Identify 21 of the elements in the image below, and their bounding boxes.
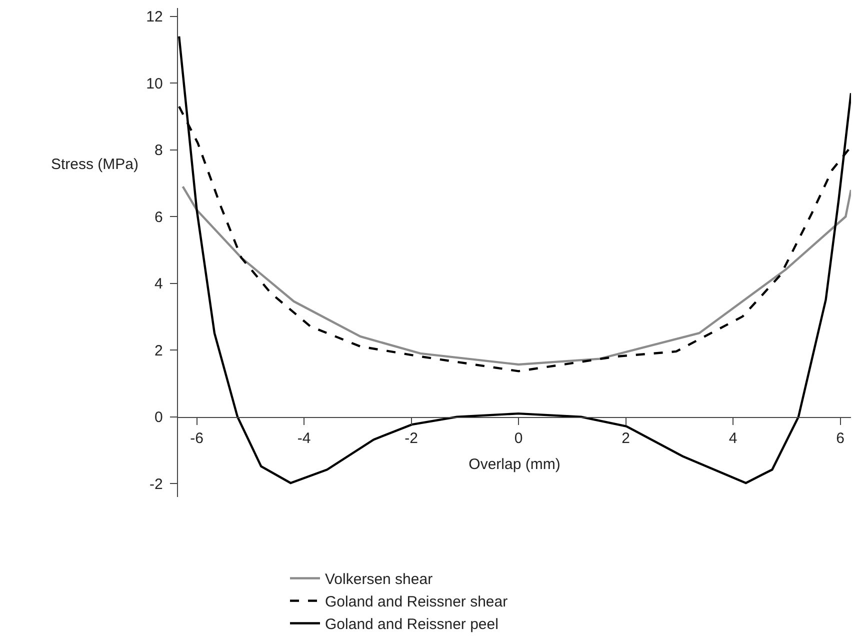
x-tick-label: -2 (404, 430, 418, 448)
y-tick-label: 8 (154, 142, 163, 160)
y-tick-label: 0 (154, 409, 163, 426)
y-tick-label: 12 (146, 8, 163, 26)
y-axis-title: Stress (MPa) (51, 156, 139, 173)
y-tick-label: -2 (150, 476, 163, 493)
x-tick-label: 0 (514, 430, 523, 448)
x-tick-label: 6 (836, 430, 844, 448)
x-axis-title: Overlap (mm) (468, 456, 560, 474)
y-tick-label: 6 (154, 208, 163, 226)
line-series (182, 185, 851, 366)
x-tick-label: -4 (297, 430, 311, 448)
y-tick-label: 4 (154, 276, 163, 293)
x-tick-label: 2 (622, 430, 630, 448)
x-tick-label: -6 (190, 430, 204, 448)
y-tick-label: 10 (146, 75, 163, 92)
legend-label: Goland and Reissner peel (325, 616, 498, 634)
x-tick-label: 4 (728, 430, 738, 448)
legend-label: Volkersen shear (325, 571, 433, 588)
legend-label: Goland and Reissner shear (325, 594, 508, 611)
y-tick-label: 2 (154, 342, 163, 360)
